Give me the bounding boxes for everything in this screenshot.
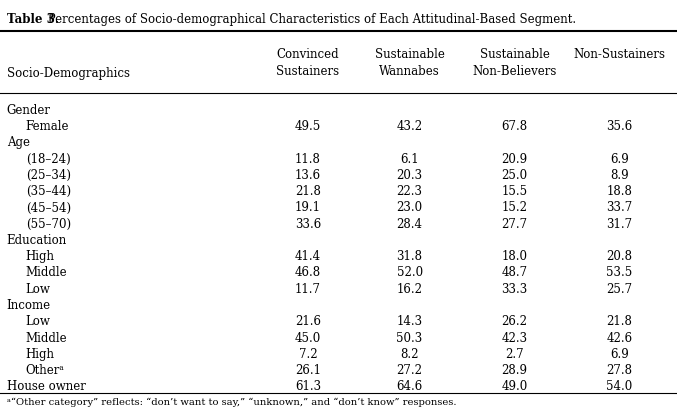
Text: (25–34): (25–34): [26, 169, 70, 182]
Text: 49.0: 49.0: [502, 380, 527, 393]
Text: 6.1: 6.1: [400, 153, 419, 166]
Text: 27.2: 27.2: [397, 364, 422, 377]
Text: High: High: [26, 348, 55, 361]
Text: 8.2: 8.2: [400, 348, 419, 361]
Text: 20.8: 20.8: [607, 250, 632, 263]
Text: 33.6: 33.6: [295, 218, 321, 231]
Text: 21.6: 21.6: [295, 315, 321, 328]
Text: 61.3: 61.3: [295, 380, 321, 393]
Text: 26.1: 26.1: [295, 364, 321, 377]
Text: 43.2: 43.2: [397, 120, 422, 133]
Text: (55–70): (55–70): [26, 218, 71, 231]
Text: 15.5: 15.5: [502, 185, 527, 198]
Text: Sustainable
Non-Believers: Sustainable Non-Believers: [473, 48, 556, 78]
Text: 28.4: 28.4: [397, 218, 422, 231]
Text: 13.6: 13.6: [295, 169, 321, 182]
Text: Low: Low: [26, 283, 51, 296]
Text: 25.7: 25.7: [607, 283, 632, 296]
Text: 50.3: 50.3: [397, 331, 422, 344]
Text: 6.9: 6.9: [610, 153, 629, 166]
Text: Middle: Middle: [26, 331, 67, 344]
Text: 22.3: 22.3: [397, 185, 422, 198]
Text: (18–24): (18–24): [26, 153, 70, 166]
Text: 23.0: 23.0: [397, 202, 422, 215]
Text: High: High: [26, 250, 55, 263]
Text: 21.8: 21.8: [295, 185, 321, 198]
Text: Female: Female: [26, 120, 69, 133]
Text: Age: Age: [7, 137, 30, 150]
Text: 45.0: 45.0: [295, 331, 321, 344]
Text: Socio-Demographics: Socio-Demographics: [7, 67, 130, 80]
Text: Gender: Gender: [7, 104, 51, 117]
Text: 18.8: 18.8: [607, 185, 632, 198]
Text: 2.7: 2.7: [505, 348, 524, 361]
Text: 26.2: 26.2: [502, 315, 527, 328]
Text: 31.8: 31.8: [397, 250, 422, 263]
Text: 46.8: 46.8: [295, 266, 321, 279]
Text: 25.0: 25.0: [502, 169, 527, 182]
Text: 27.7: 27.7: [502, 218, 527, 231]
Text: 21.8: 21.8: [607, 315, 632, 328]
Text: 67.8: 67.8: [502, 120, 527, 133]
Text: Sustainable
Wannabes: Sustainable Wannabes: [374, 48, 445, 78]
Text: 31.7: 31.7: [607, 218, 632, 231]
Text: 20.9: 20.9: [502, 153, 527, 166]
Text: 52.0: 52.0: [397, 266, 422, 279]
Text: 16.2: 16.2: [397, 283, 422, 296]
Text: 20.3: 20.3: [397, 169, 422, 182]
Text: 19.1: 19.1: [295, 202, 321, 215]
Text: 48.7: 48.7: [502, 266, 527, 279]
Text: 15.2: 15.2: [502, 202, 527, 215]
Text: House owner: House owner: [7, 380, 86, 393]
Text: 33.7: 33.7: [607, 202, 632, 215]
Text: Education: Education: [7, 234, 67, 247]
Text: 28.9: 28.9: [502, 364, 527, 377]
Text: 6.9: 6.9: [610, 348, 629, 361]
Text: Percentages of Socio-demographical Characteristics of Each Attitudinal-Based Seg: Percentages of Socio-demographical Chara…: [44, 13, 576, 26]
Text: 54.0: 54.0: [607, 380, 632, 393]
Text: Middle: Middle: [26, 266, 67, 279]
Text: Convinced
Sustainers: Convinced Sustainers: [276, 48, 340, 78]
Text: Otherᵃ: Otherᵃ: [26, 364, 64, 377]
Text: Non-Sustainers: Non-Sustainers: [573, 48, 665, 61]
Text: 11.8: 11.8: [295, 153, 321, 166]
Text: 35.6: 35.6: [607, 120, 632, 133]
Text: 41.4: 41.4: [295, 250, 321, 263]
Text: ᵃ“Other category” reflects: “don’t want to say,” “unknown,” and “don’t know” res: ᵃ“Other category” reflects: “don’t want …: [7, 398, 456, 407]
Text: 8.9: 8.9: [610, 169, 629, 182]
Text: Table 3.: Table 3.: [7, 13, 59, 26]
Text: 42.6: 42.6: [607, 331, 632, 344]
Text: Low: Low: [26, 315, 51, 328]
Text: Income: Income: [7, 299, 51, 312]
Text: (35–44): (35–44): [26, 185, 71, 198]
Text: 64.6: 64.6: [397, 380, 422, 393]
Text: 42.3: 42.3: [502, 331, 527, 344]
Text: 11.7: 11.7: [295, 283, 321, 296]
Text: 53.5: 53.5: [607, 266, 632, 279]
Text: 14.3: 14.3: [397, 315, 422, 328]
Text: 7.2: 7.2: [299, 348, 318, 361]
Text: 49.5: 49.5: [295, 120, 321, 133]
Text: (45–54): (45–54): [26, 202, 71, 215]
Text: 18.0: 18.0: [502, 250, 527, 263]
Text: 33.3: 33.3: [502, 283, 527, 296]
Text: 27.8: 27.8: [607, 364, 632, 377]
